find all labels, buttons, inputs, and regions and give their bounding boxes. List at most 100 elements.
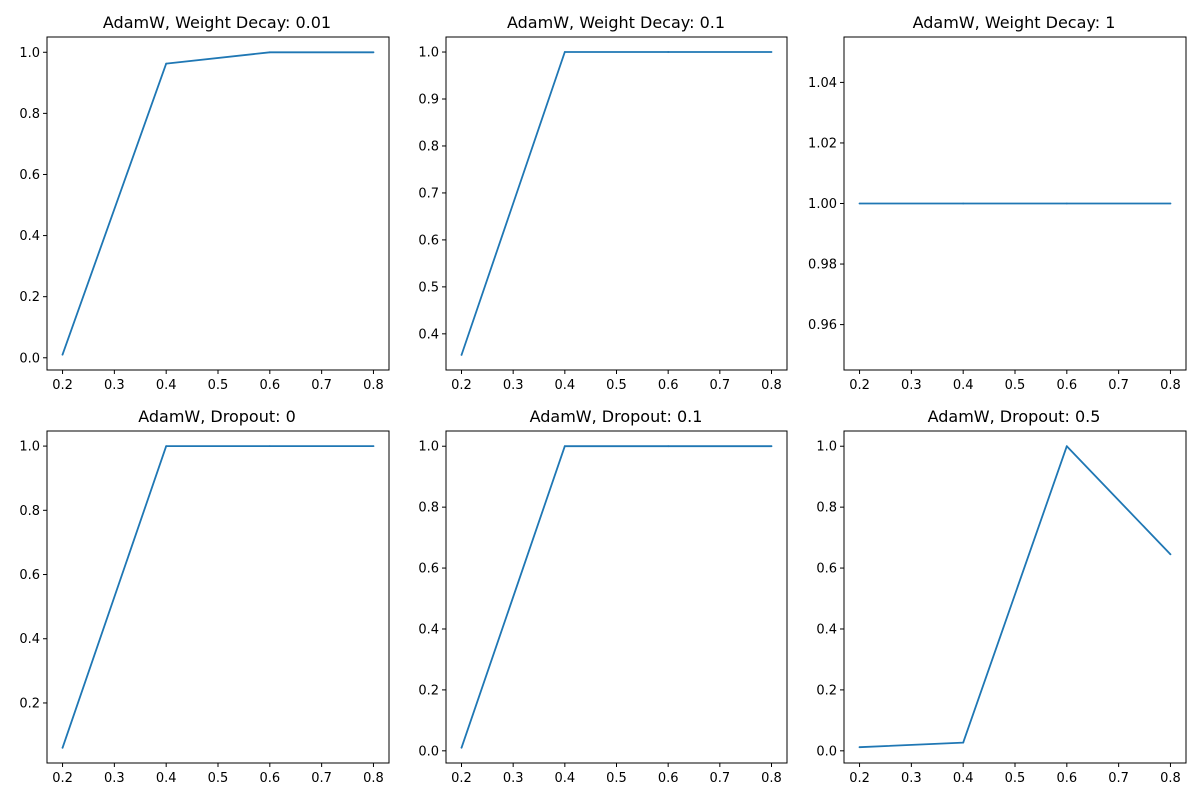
- x-tick-label: 0.2: [52, 378, 73, 393]
- x-tick-label: 0.7: [311, 771, 332, 786]
- x-tick-label: 0.8: [1160, 378, 1181, 393]
- x-tick-label: 0.3: [104, 771, 125, 786]
- y-tick-label: 1.02: [808, 136, 837, 151]
- data-point: [1169, 553, 1172, 556]
- y-tick-label: 0.6: [19, 568, 40, 583]
- data-point: [563, 445, 566, 448]
- data-point: [1065, 202, 1068, 205]
- y-tick-label: 0.8: [19, 504, 40, 519]
- x-tick-label: 0.6: [658, 378, 679, 393]
- x-tick-label: 0.7: [311, 378, 332, 393]
- x-tick-label: 0.5: [1005, 378, 1026, 393]
- y-tick-label: 1.0: [19, 46, 40, 61]
- data-point: [268, 51, 271, 54]
- x-tick-label: 0.4: [953, 378, 974, 393]
- x-tick-label: 0.7: [1108, 378, 1129, 393]
- y-tick-label: 0.8: [816, 501, 837, 516]
- x-tick-label: 0.4: [953, 771, 974, 786]
- data-point: [61, 747, 64, 749]
- data-point: [962, 741, 965, 744]
- y-tick-label: 0.8: [418, 501, 439, 516]
- x-tick-label: 0.3: [901, 771, 922, 786]
- x-tick-label: 0.3: [104, 378, 125, 393]
- subplot-weight-decay-1: AdamW, Weight Decay: 1 0.2 0.3 0.4 0.5 0.6 0.…: [808, 13, 1187, 393]
- subplot-title: AdamW, Dropout: 0.1: [530, 407, 703, 426]
- axes-frame: [46, 430, 390, 764]
- x-tick-label: 0.8: [1160, 771, 1181, 786]
- y-tick-label: 1.04: [808, 76, 837, 91]
- data-point: [1169, 202, 1172, 205]
- y-tick-label: 1.0: [816, 440, 837, 455]
- x-tick-label: 0.7: [709, 378, 730, 393]
- subplot-dropout-0-5: AdamW, Dropout: 0.5 0.2 0.3 0.4 0.5 0.6 0.7 0.…: [816, 407, 1187, 786]
- subplot-title: AdamW, Weight Decay: 0.01: [103, 13, 331, 32]
- axes-frame: [445, 430, 788, 764]
- y-tick-label: 0.0: [418, 744, 439, 759]
- subplot-title: AdamW, Weight Decay: 0.1: [507, 13, 725, 32]
- x-tick-label: 0.2: [451, 771, 472, 786]
- data-point: [770, 51, 773, 53]
- y-tick-label: 0.0: [816, 744, 837, 759]
- x-tick-label: 0.4: [554, 771, 575, 786]
- y-tick-label: 0.96: [808, 318, 837, 333]
- data-point: [667, 445, 670, 448]
- y-tick-label: 0.6: [418, 233, 439, 248]
- series-line: [859, 445, 1172, 749]
- series-line: [460, 445, 772, 749]
- x-tick-label: 0.2: [451, 378, 472, 393]
- y-tick-label: 1.00: [808, 197, 837, 212]
- x-tick-label: 0.6: [259, 771, 280, 786]
- x-tick-label: 0.7: [709, 771, 730, 786]
- x-tick-label: 0.5: [208, 771, 229, 786]
- data-point: [268, 445, 271, 447]
- x-tick-label: 0.3: [503, 378, 524, 393]
- subplot-title: AdamW, Dropout: 0: [138, 407, 296, 426]
- y-tick-label: 0.4: [19, 229, 40, 244]
- y-tick-label: 1.0: [418, 440, 439, 455]
- y-tick-label: 0.7: [418, 186, 439, 201]
- y-tick-label: 0.98: [808, 258, 837, 273]
- subplot-dropout-0-1: AdamW, Dropout: 0.1 0.2 0.3 0.4 0.5 0.6 0.7 0.…: [418, 407, 788, 786]
- data-point: [372, 51, 375, 54]
- x-tick-label: 0.5: [1005, 771, 1026, 786]
- x-tick-label: 0.4: [156, 378, 177, 393]
- x-tick-label: 0.5: [208, 378, 229, 393]
- y-tick-label: 0.6: [19, 168, 40, 183]
- subplot-weight-decay-0-01: AdamW, Weight Decay: 0.01 0.2 0.3 0.4 0.5 0.…: [19, 13, 390, 393]
- y-tick-label: 1.0: [418, 46, 439, 61]
- y-tick-label: 0.2: [19, 696, 40, 711]
- x-tick-label: 0.6: [1056, 771, 1077, 786]
- x-tick-label: 0.3: [901, 378, 922, 393]
- subplot-title: AdamW, Dropout: 0.5: [928, 407, 1101, 426]
- y-tick-label: 0.8: [418, 139, 439, 154]
- x-tick-label: 0.6: [1056, 378, 1077, 393]
- x-tick-label: 0.8: [363, 771, 384, 786]
- x-tick-label: 0.2: [52, 771, 73, 786]
- x-tick-label: 0.5: [606, 378, 627, 393]
- series-line: [61, 51, 374, 356]
- data-point: [962, 202, 965, 205]
- x-tick-label: 0.6: [259, 378, 280, 393]
- data-point: [858, 202, 861, 205]
- y-tick-label: 0.4: [418, 622, 439, 637]
- axes-frame: [445, 36, 788, 371]
- series-line: [460, 51, 772, 356]
- y-tick-label: 1.0: [19, 440, 40, 455]
- data-point: [770, 445, 773, 448]
- x-tick-label: 0.8: [363, 378, 384, 393]
- data-point: [563, 51, 566, 53]
- data-point: [1065, 445, 1068, 448]
- y-tick-label: 0.2: [418, 683, 439, 698]
- y-tick-label: 0.4: [816, 622, 837, 637]
- x-tick-label: 0.4: [156, 771, 177, 786]
- data-point: [858, 746, 861, 749]
- x-tick-label: 0.2: [849, 771, 870, 786]
- data-point: [165, 62, 168, 65]
- subplot-title: AdamW, Weight Decay: 1: [913, 13, 1116, 32]
- y-tick-label: 0.6: [816, 562, 837, 577]
- y-tick-label: 0.5: [418, 280, 439, 295]
- series-line: [61, 445, 374, 749]
- y-tick-label: 0.4: [19, 632, 40, 647]
- x-tick-label: 0.3: [503, 771, 524, 786]
